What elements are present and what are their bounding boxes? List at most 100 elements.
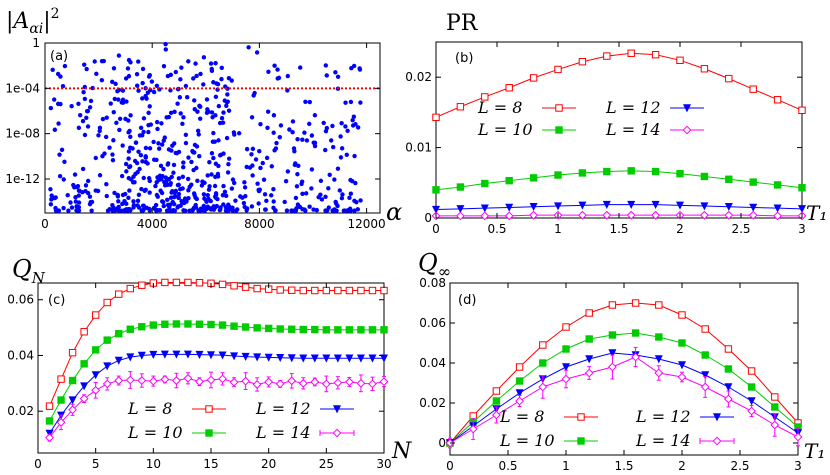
- scatter-point: [302, 130, 307, 135]
- scatter-point: [76, 200, 82, 205]
- scatter-point: [338, 134, 343, 139]
- scatter-point: [249, 152, 254, 157]
- scatter-point: [211, 130, 216, 136]
- scatter-point: [196, 132, 201, 137]
- data-point: [91, 346, 100, 354]
- scatter-point: [219, 65, 224, 71]
- scatter-point: [339, 196, 345, 201]
- scatter-point: [352, 153, 357, 159]
- legend-label: L = 14: [605, 120, 661, 139]
- scatter-point: [81, 90, 86, 95]
- scatter-point: [140, 159, 145, 164]
- scatter-point: [131, 174, 136, 179]
- data-point: [345, 354, 354, 363]
- scatter-point: [205, 193, 210, 198]
- scatter-point: [143, 155, 148, 160]
- data-point: [230, 282, 238, 290]
- data-point: [562, 345, 570, 353]
- data-point: [45, 417, 54, 425]
- scatter-point: [258, 165, 263, 171]
- scatter-point: [82, 62, 87, 67]
- scatter-point: [333, 199, 338, 205]
- data-point: [577, 210, 587, 220]
- x-tick-label: 15: [203, 457, 218, 471]
- data-point: [57, 375, 65, 383]
- scatter-point: [176, 191, 182, 197]
- scatter-point: [290, 130, 295, 135]
- scatter-point: [167, 204, 172, 210]
- scatter-point: [253, 157, 259, 162]
- scatter-point: [131, 199, 136, 204]
- scatter-point: [181, 165, 186, 170]
- data-point: [299, 286, 307, 295]
- data-point: [171, 376, 181, 385]
- legend-marker: [205, 405, 213, 413]
- x-tick-label: 5: [92, 457, 100, 471]
- scatter-point: [100, 116, 106, 122]
- scatter-point: [261, 177, 267, 182]
- data-point: [172, 320, 181, 328]
- scatter-point: [209, 172, 214, 177]
- scatter-point: [161, 63, 167, 69]
- scatter-point: [335, 166, 341, 171]
- scatter-point: [76, 101, 81, 106]
- data-point: [747, 406, 757, 416]
- scatter-point: [225, 170, 231, 175]
- data-point: [241, 323, 250, 331]
- scatter-point: [173, 69, 179, 75]
- scatter-point: [146, 110, 151, 116]
- panel-a: |Aαi|2 (a) 1 1e-04 1e-08 1e-12 0 4000 8000 120…: [5, 6, 402, 231]
- scatter-point: [87, 194, 93, 199]
- scatter-point: [214, 203, 219, 209]
- data-point: [481, 179, 489, 188]
- scatter-point: [195, 128, 201, 134]
- panel-c-label: (c): [48, 293, 65, 308]
- scatter-point: [216, 138, 221, 143]
- scatter-point: [254, 50, 260, 55]
- data-point: [102, 379, 112, 389]
- panel-d-legend: L = 8 L = 10 L = 12 L = 14: [499, 407, 735, 450]
- scatter-point: [216, 103, 222, 109]
- legend-label: L = 14: [255, 423, 311, 442]
- x-tick-label: 30: [376, 457, 391, 471]
- scatter-point: [191, 76, 196, 81]
- data-point: [68, 396, 77, 405]
- scatter-point: [84, 66, 89, 72]
- data-point: [288, 325, 296, 333]
- scatter-point: [213, 113, 218, 118]
- scatter-point: [120, 100, 126, 105]
- scatter-point: [337, 188, 343, 193]
- panel-b-label: (b): [455, 51, 473, 66]
- data-point: [603, 52, 611, 60]
- scatter-point: [147, 190, 152, 195]
- data-point: [357, 326, 365, 334]
- panel-a-label: (a): [50, 49, 68, 64]
- scatter-point: [285, 169, 291, 174]
- x-tick-label: 1: [554, 222, 562, 236]
- data-point: [529, 74, 538, 82]
- data-point: [655, 333, 663, 341]
- scatter-point: [201, 82, 206, 87]
- scatter-point: [85, 124, 91, 129]
- series-line: [435, 204, 803, 211]
- scatter-point: [201, 55, 207, 60]
- scatter-point: [224, 135, 230, 141]
- data-point: [627, 200, 636, 209]
- data-point: [184, 320, 192, 328]
- scatter-point: [168, 182, 173, 187]
- data-point: [183, 350, 192, 359]
- data-point: [655, 301, 663, 309]
- x-tick-label: 1: [562, 459, 570, 473]
- scatter-point: [111, 66, 117, 71]
- scatter-point: [269, 164, 274, 169]
- scatter-point: [57, 174, 63, 179]
- x-tick-label: 0: [41, 217, 49, 231]
- data-point: [345, 326, 354, 334]
- y-tick-label: 0: [438, 436, 446, 450]
- scatter-point: [127, 188, 132, 193]
- scatter-point: [111, 205, 116, 210]
- scatter-point: [155, 126, 160, 132]
- scatter-point: [208, 207, 214, 212]
- scatter-point: [80, 166, 86, 172]
